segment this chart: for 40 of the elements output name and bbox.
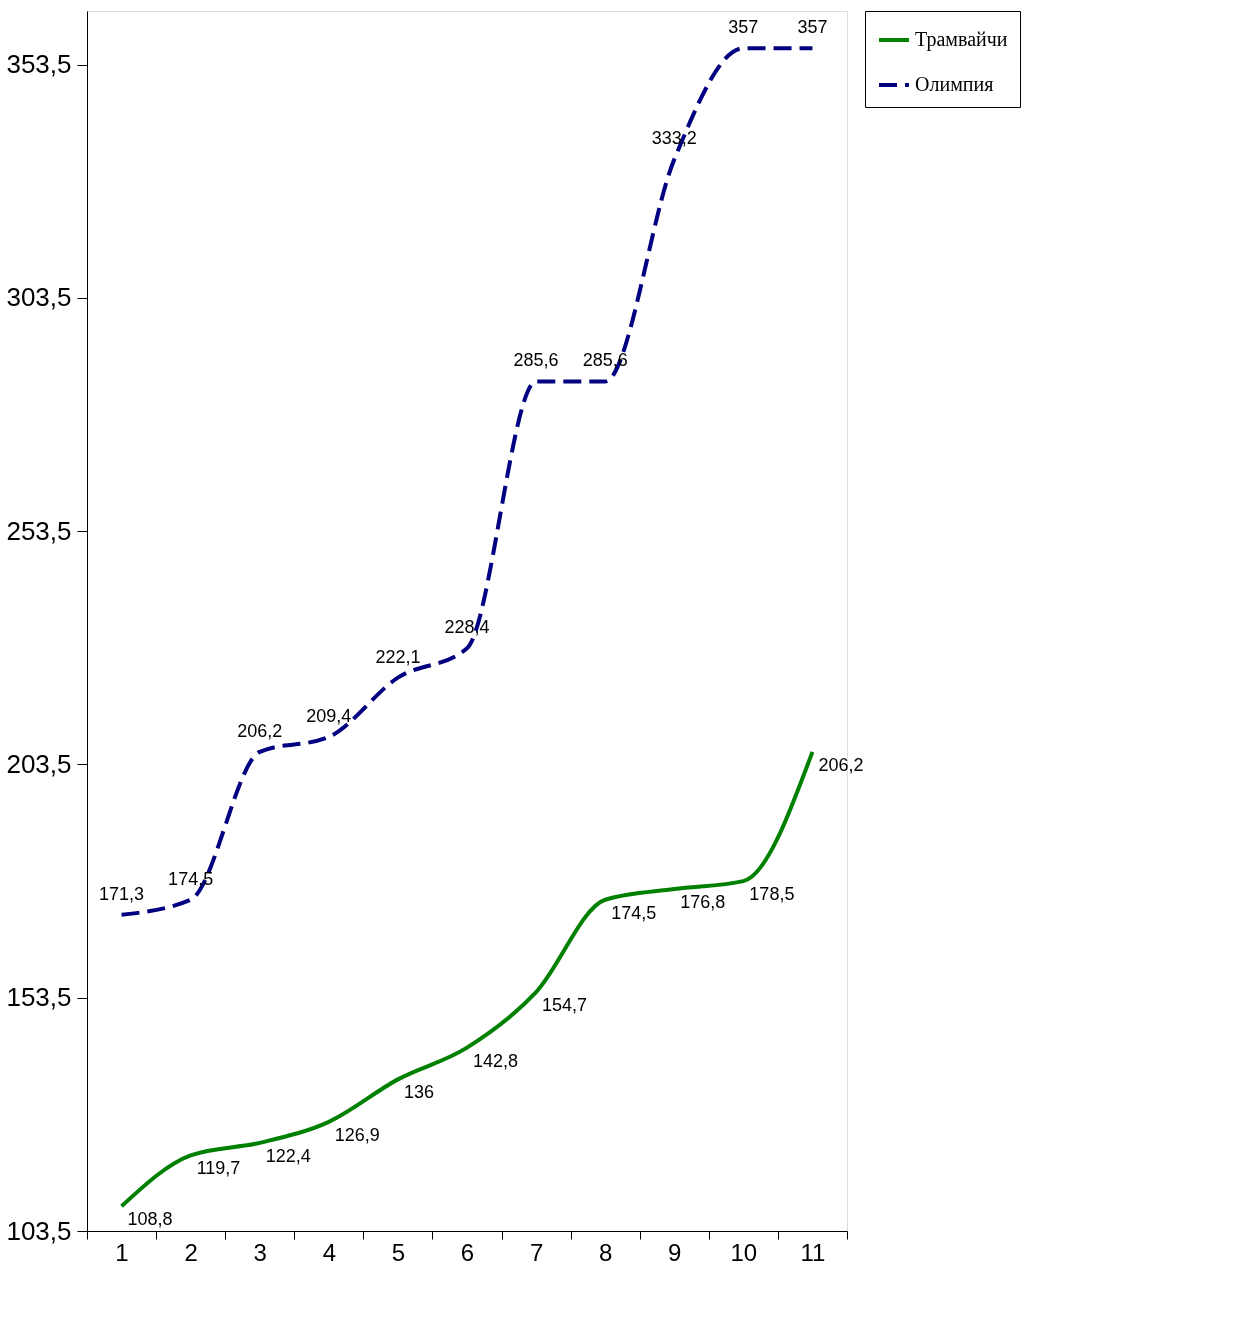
- text: 228,4: [444, 617, 490, 638]
- x-tick-label: 3: [253, 1238, 267, 1266]
- y-tick-label: 153,5: [6, 982, 72, 1013]
- x-tick-label: 5: [391, 1238, 406, 1266]
- text: 206,2: [818, 754, 864, 775]
- x-tick-label: 7: [529, 1238, 544, 1266]
- text: 176,8: [680, 892, 726, 913]
- x-tick-label: 8: [599, 1238, 613, 1266]
- text: 142,8: [473, 1050, 519, 1071]
- text: 174,5: [611, 902, 657, 923]
- x-tick-label: 9: [668, 1238, 682, 1266]
- text: 357: [728, 17, 759, 38]
- text: 119,7: [196, 1158, 241, 1179]
- text: 122,4: [265, 1145, 311, 1166]
- y-tick-label: 253,5: [6, 515, 72, 546]
- text: 136: [403, 1082, 434, 1103]
- y-tick-label: 303,5: [6, 282, 72, 313]
- x-tick-label: 2: [184, 1238, 198, 1266]
- x-tick-label: 1: [115, 1238, 129, 1266]
- y-tick-label: 353,5: [6, 49, 72, 80]
- legend-label: Олимпия: [915, 73, 994, 95]
- text: 357: [797, 17, 828, 38]
- y-tick-label: 103,5: [6, 1215, 72, 1246]
- text: 209,4: [306, 705, 352, 726]
- x-tick-label: 11: [800, 1238, 826, 1266]
- x-tick-label: 4: [322, 1238, 336, 1266]
- legend-label: Трамвайчи: [915, 28, 1008, 51]
- y-tick-label: 203,5: [6, 748, 72, 779]
- text: 108,8: [127, 1209, 173, 1230]
- x-tick-label: 10: [730, 1238, 758, 1266]
- text: 126,9: [334, 1124, 380, 1145]
- x-tick-label: 6: [460, 1238, 475, 1266]
- text: 222,1: [375, 646, 421, 667]
- text: 174,5: [168, 868, 214, 889]
- text: 206,2: [237, 720, 283, 741]
- text: 154,7: [542, 995, 588, 1016]
- text: 171,3: [99, 883, 145, 904]
- text: 285,6: [513, 350, 559, 371]
- text: 285,6: [582, 350, 628, 371]
- text: 178,5: [749, 884, 795, 905]
